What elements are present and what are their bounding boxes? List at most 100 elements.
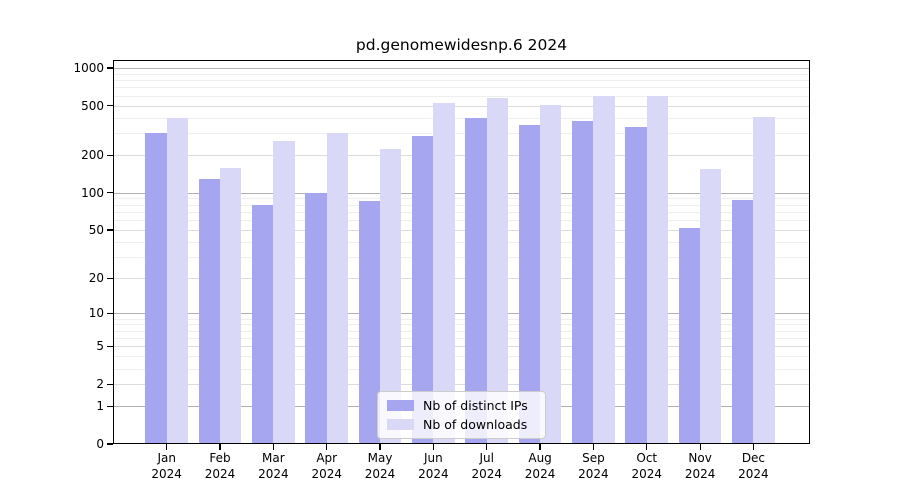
- gridline: [113, 324, 810, 326]
- x-tick-mark: [326, 444, 328, 450]
- plot-area: [113, 60, 810, 444]
- bar-distinct-ips-jan: [145, 133, 167, 444]
- bar-downloads-oct: [646, 95, 669, 444]
- bar-downloads-mar: [273, 141, 295, 444]
- gridline: [113, 356, 810, 358]
- gridline: [113, 338, 810, 340]
- x-tick-mark: [272, 444, 274, 450]
- legend-item-downloads: Nb of downloads: [387, 417, 536, 433]
- gridline: [113, 155, 810, 157]
- bar-downloads-aug: [540, 104, 562, 444]
- y-tick-label: 5: [96, 339, 104, 354]
- y-tick-mark: [107, 443, 113, 445]
- gridline: [113, 198, 810, 200]
- bar-distinct-ips-apr: [305, 192, 327, 444]
- y-tick-label: 10: [88, 306, 104, 321]
- x-tick-label: Jan 2024: [151, 451, 182, 481]
- bar-downloads-may: [380, 149, 402, 444]
- gridline: [113, 313, 810, 315]
- gridline: [113, 384, 810, 386]
- x-tick-mark: [166, 444, 168, 450]
- x-tick-label: May 2024: [364, 451, 396, 481]
- legend-item-distinct-ips: Nb of distinct IPs: [387, 398, 536, 414]
- gridline: [113, 278, 810, 280]
- legend-label-distinct-ips: Nb of distinct IPs: [423, 398, 528, 413]
- bar-distinct-ips-sep: [572, 120, 594, 444]
- x-tick-label: Dec 2024: [738, 451, 769, 481]
- legend-swatch-distinct-ips-icon: [387, 400, 414, 411]
- y-tick-label: 0: [96, 437, 104, 451]
- y-tick-label: 200: [81, 148, 104, 163]
- y-tick-label: 1000: [73, 60, 104, 75]
- bar-distinct-ips-may: [358, 200, 381, 444]
- bar-downloads-apr: [326, 133, 349, 444]
- x-tick-label: Nov 2024: [684, 451, 716, 481]
- gridline: [113, 87, 810, 89]
- gridline: [113, 229, 810, 231]
- y-tick-label: 1: [96, 399, 104, 414]
- gridline: [113, 330, 810, 332]
- y-tick-mark: [107, 405, 113, 407]
- y-tick-mark: [107, 312, 113, 315]
- y-tick-label: 20: [88, 271, 104, 286]
- y-tick-mark: [107, 383, 113, 385]
- x-tick-label: Feb 2024: [204, 451, 236, 481]
- x-tick-mark: [219, 444, 221, 450]
- gridline: [113, 105, 810, 107]
- x-tick-mark: [432, 444, 434, 450]
- x-tick-mark: [379, 444, 381, 450]
- gridline: [113, 133, 810, 135]
- x-tick-mark: [539, 444, 541, 450]
- y-tick-mark: [107, 67, 113, 69]
- gridline: [113, 204, 810, 206]
- x-tick-label: Aug 2024: [524, 451, 556, 481]
- gridline: [113, 241, 810, 243]
- legend: Nb of distinct IPs Nb of downloads: [377, 391, 546, 439]
- gridline: [113, 257, 810, 259]
- bar-distinct-ips-jun: [412, 135, 434, 444]
- x-tick-label: Jul 2024: [471, 451, 502, 481]
- bar-distinct-ips-feb: [198, 178, 221, 444]
- gridline: [113, 95, 810, 97]
- legend-swatch-downloads-icon: [387, 419, 414, 430]
- bar-distinct-ips-oct: [625, 126, 647, 444]
- bar-downloads-jan: [166, 117, 189, 444]
- y-tick-mark: [107, 277, 113, 279]
- y-tick-label: 50: [88, 222, 104, 237]
- bar-downloads-jul: [486, 97, 509, 444]
- y-tick-mark: [107, 105, 113, 107]
- y-tick-label: 100: [81, 185, 104, 200]
- legend-label-downloads: Nb of downloads: [423, 417, 528, 432]
- gridline: [113, 318, 810, 320]
- x-tick-mark: [699, 444, 701, 450]
- bar-downloads-jun: [433, 103, 455, 444]
- x-tick-label: Sep 2024: [578, 451, 609, 481]
- chart-title: pd.genomewidesnp.6 2024: [355, 36, 568, 54]
- x-tick-mark: [486, 444, 488, 450]
- bar-distinct-ips-dec: [732, 199, 754, 444]
- bar-distinct-ips-aug: [518, 124, 541, 444]
- gridline: [113, 192, 810, 194]
- x-tick-label: Apr 2024: [311, 451, 342, 481]
- bar-distinct-ips-jul: [465, 117, 487, 444]
- y-tick-label: 500: [81, 98, 104, 113]
- bar-distinct-ips-nov: [678, 227, 701, 444]
- gridline: [113, 346, 810, 348]
- gridline: [113, 117, 810, 119]
- gridline: [113, 220, 810, 222]
- y-tick-mark: [107, 229, 113, 231]
- gridline: [113, 211, 810, 213]
- x-tick-mark: [592, 444, 594, 450]
- bar-distinct-ips-mar: [251, 204, 274, 444]
- x-tick-mark: [752, 444, 755, 450]
- y-tick-mark: [107, 154, 113, 156]
- x-tick-label: Oct 2024: [631, 451, 663, 481]
- x-tick-mark: [646, 444, 648, 450]
- x-tick-label: Jun 2024: [418, 451, 449, 481]
- bar-downloads-feb: [220, 168, 242, 444]
- bar-downloads-nov: [700, 169, 722, 444]
- gridline: [113, 67, 810, 69]
- bar-downloads-sep: [593, 95, 615, 444]
- gridline: [113, 368, 810, 370]
